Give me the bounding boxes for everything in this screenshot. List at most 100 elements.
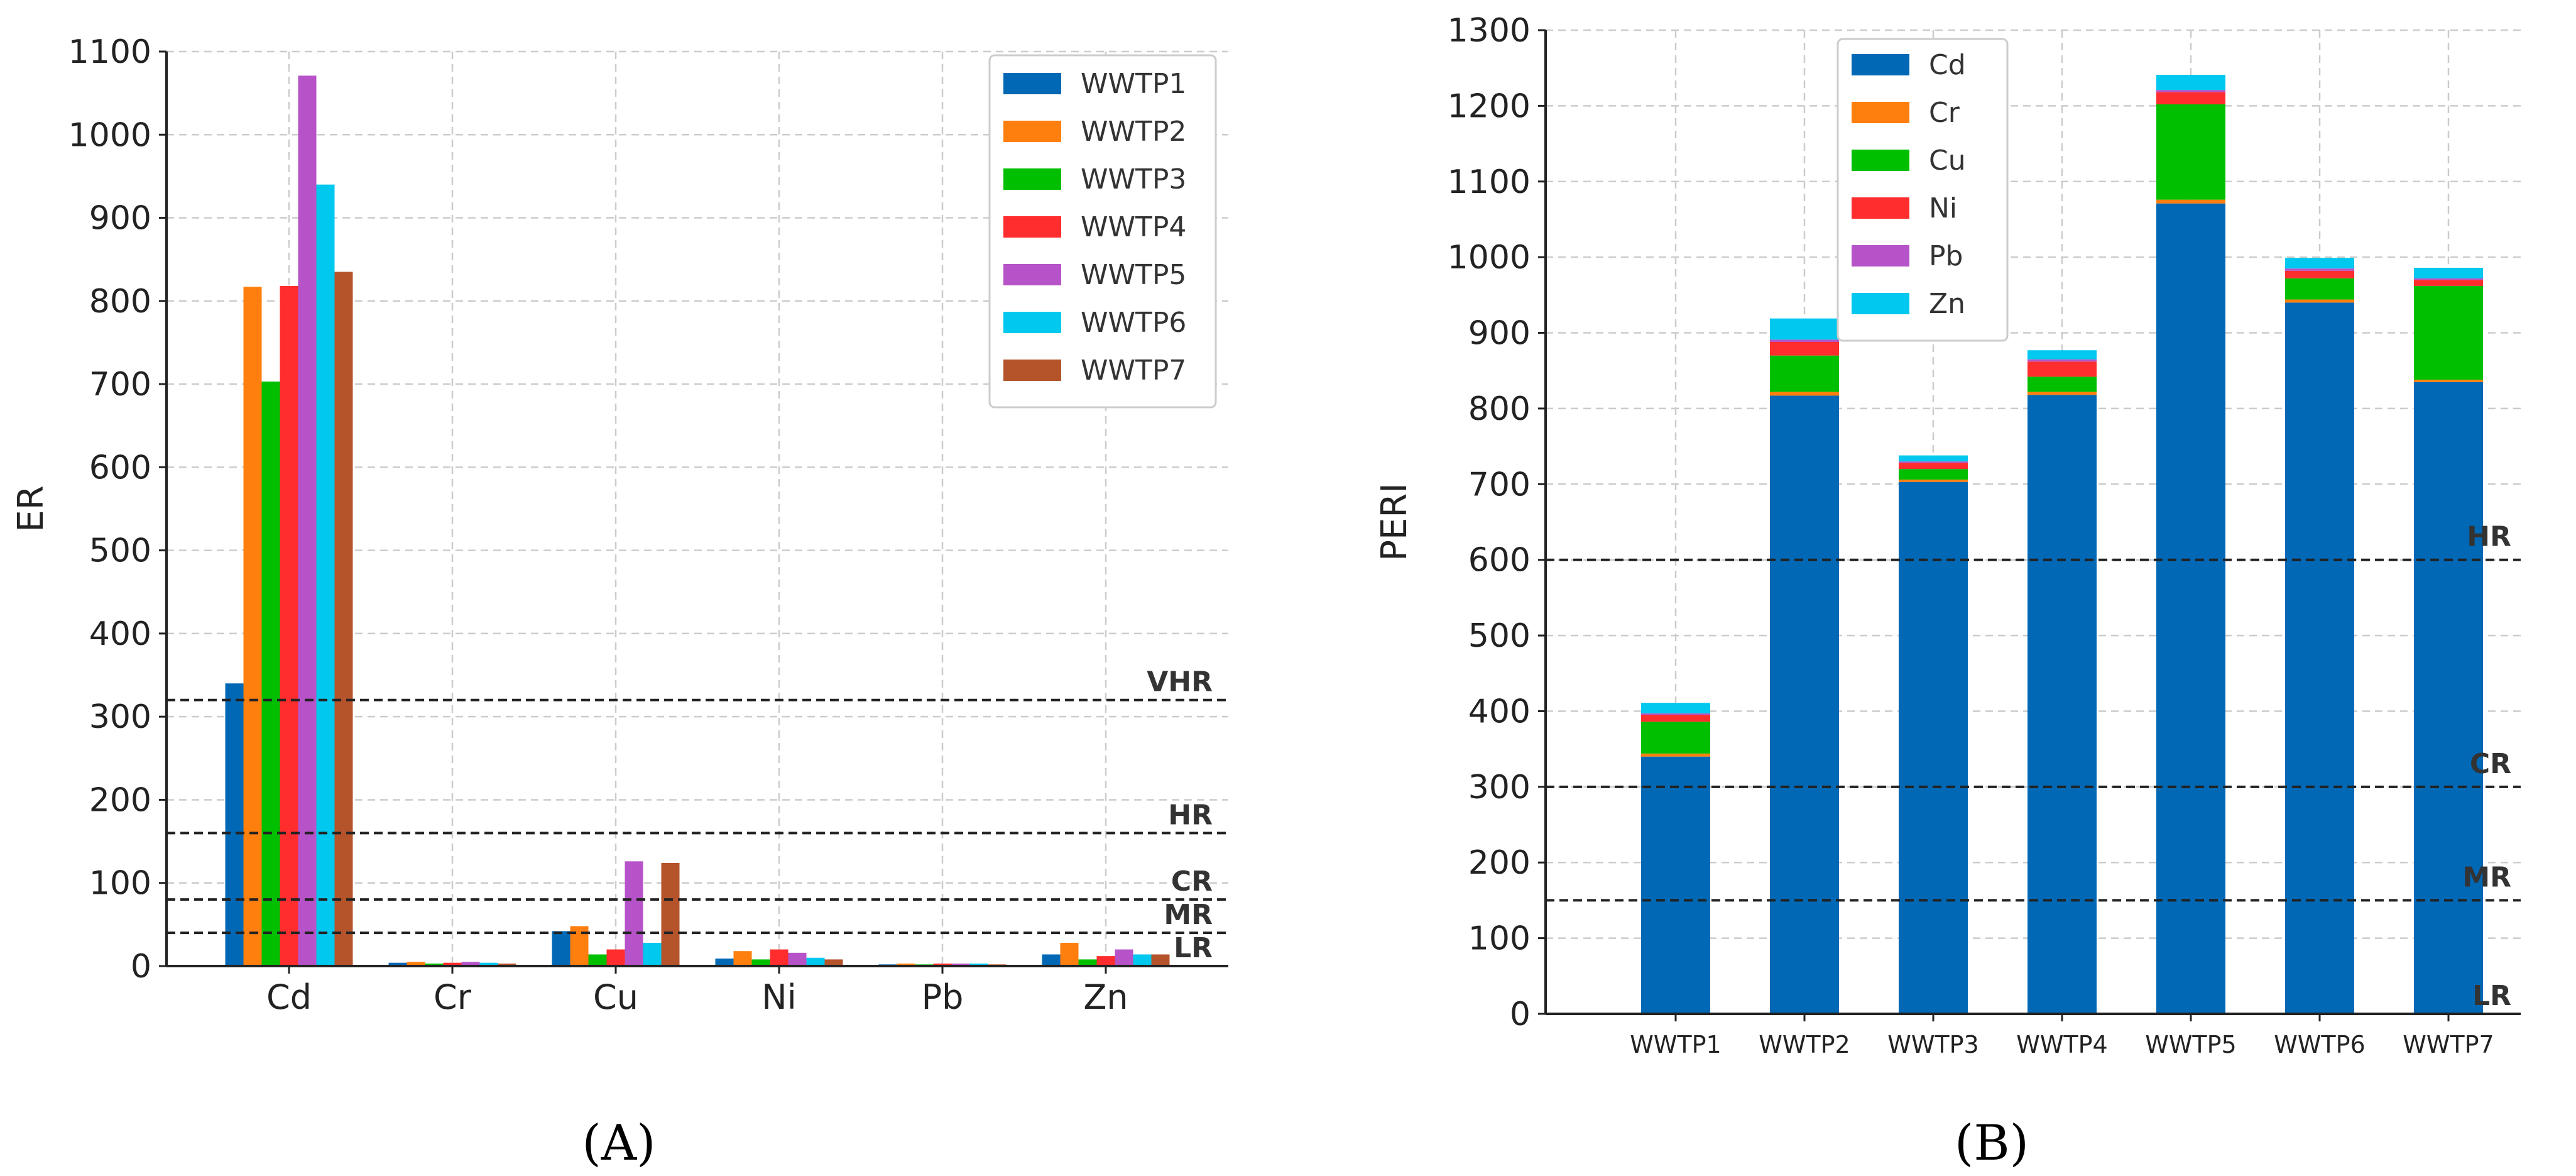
- bar-wwtp1-zn: [1042, 954, 1061, 966]
- x-tick-label-wwtp6: WWTP6: [2274, 1031, 2365, 1058]
- y-tick-label: 100: [1468, 920, 1531, 958]
- stack-wwtp7-cr: [2414, 380, 2483, 382]
- y-tick-label: 0: [131, 948, 151, 986]
- legend-swatch-ni: [1852, 197, 1909, 219]
- legend-label-wwtp3: WWTP3: [1081, 163, 1186, 195]
- legend-label-cd: Cd: [1929, 49, 1966, 81]
- bar-wwtp6-cd: [316, 184, 335, 966]
- panel-b-label: (B): [1955, 1115, 2029, 1172]
- bar-wwtp2-cr: [407, 962, 425, 966]
- stack-wwtp1-cd: [1641, 756, 1710, 1014]
- y-tick-label: 1100: [1448, 163, 1531, 201]
- legend-label-wwtp1: WWTP1: [1081, 68, 1186, 100]
- stack-wwtp7-pb: [2414, 278, 2483, 280]
- y-tick-label: 1100: [68, 33, 151, 71]
- x-tick-label-cd: Cd: [266, 977, 312, 1017]
- y-tick-label: 600: [1468, 542, 1531, 580]
- stack-wwtp4-cd: [2028, 395, 2097, 1014]
- stack-wwtp1-cr: [1641, 753, 1710, 757]
- stack-wwtp4-ni: [2028, 361, 2097, 377]
- y-tick-label: 400: [1468, 693, 1531, 730]
- y-axis-label: ER: [11, 485, 52, 532]
- y-tick-label: 800: [1468, 390, 1531, 428]
- bar-wwtp1-cd: [225, 683, 244, 966]
- x-tick-label-ni: Ni: [761, 977, 796, 1017]
- stack-wwtp6-pb: [2285, 268, 2354, 271]
- x-tick-label-wwtp4: WWTP4: [2016, 1031, 2107, 1058]
- legend-label-wwtp6: WWTP6: [1081, 307, 1186, 339]
- bar-wwtp5-cr: [461, 962, 480, 966]
- stack-wwtp5-cd: [2156, 203, 2225, 1014]
- x-tick-label-cu: Cu: [593, 977, 638, 1017]
- threshold-label-lr: LR: [1174, 932, 1213, 964]
- bar-wwtp3-cd: [261, 382, 280, 966]
- bar-wwtp1-cr: [388, 962, 407, 966]
- stack-wwtp1-pb: [1641, 713, 1710, 715]
- y-tick-label: 700: [1468, 466, 1531, 503]
- legend-label-wwtp5: WWTP5: [1081, 259, 1186, 291]
- legend-swatch-cu: [1852, 150, 1909, 171]
- legend-swatch-wwtp7: [1003, 360, 1061, 381]
- stack-wwtp2-zn: [1770, 318, 1839, 340]
- panel-a-chart: 0 100 200 300 400 500 600 700 800 900 1000 1100 VHR H…: [11, 33, 1228, 1017]
- stack-wwtp1-ni: [1641, 715, 1710, 722]
- stack-wwtp2-pb: [1770, 339, 1839, 342]
- y-axis-label: PERI: [1374, 483, 1415, 561]
- legend-label-wwtp7: WWTP7: [1081, 354, 1186, 387]
- bar-wwtp7-cu: [661, 862, 680, 966]
- bar-wwtp5-cu: [625, 861, 643, 966]
- stack-wwtp5-cu: [2156, 104, 2225, 200]
- bar-wwtp3-ni: [751, 959, 770, 966]
- legend-swatch-wwtp1: [1003, 73, 1061, 94]
- stack-wwtp4-zn: [2028, 350, 2097, 360]
- legend-label-wwtp2: WWTP2: [1081, 116, 1186, 148]
- y-tick-label: 500: [1468, 617, 1531, 655]
- stack-wwtp7-zn: [2414, 268, 2483, 278]
- stack-wwtp2-ni: [1770, 341, 1839, 356]
- y-tick-label: 900: [89, 200, 151, 238]
- bar-wwtp1-ni: [715, 959, 734, 966]
- legend-label-cu: Cu: [1929, 145, 1966, 177]
- y-tick-label: 800: [89, 283, 151, 321]
- bar-wwtp7-cd: [334, 272, 353, 967]
- legend-label-zn: Zn: [1929, 288, 1965, 320]
- stack-wwtp6-cu: [2285, 278, 2354, 300]
- stack-wwtp3-cd: [1899, 481, 1968, 1014]
- stack-wwtp4-cr: [2028, 392, 2097, 395]
- threshold-label-vhr: VHR: [1147, 666, 1213, 698]
- y-tick-label: 500: [89, 532, 151, 570]
- stack-wwtp3-pb: [1899, 461, 1968, 463]
- bar-wwtp4-cd: [280, 286, 298, 967]
- y-tick-label: 300: [89, 698, 151, 736]
- panel-b-chart: 0 100 200 300 400 500 600 700 800 900 1000 1100 1200…: [1374, 12, 2521, 1058]
- x-tick-label-wwtp5: WWTP5: [2145, 1031, 2236, 1058]
- panel-a-label: (A): [582, 1115, 655, 1172]
- y-tick-label: 700: [89, 366, 151, 404]
- x-tick-label-wwtp2: WWTP2: [1759, 1031, 1850, 1058]
- y-tick-label: 1000: [1448, 239, 1531, 277]
- legend-label-cr: Cr: [1929, 97, 1960, 129]
- stack-wwtp7-cd: [2414, 382, 2483, 1014]
- bar-wwtp1-cu: [552, 931, 570, 966]
- stack-wwtp5-pb: [2156, 90, 2225, 92]
- bar-wwtp5-ni: [788, 952, 807, 966]
- y-tick-label: 200: [1468, 844, 1531, 882]
- y-tick-label: 1200: [1448, 87, 1531, 125]
- y-tick-label: 1000: [68, 116, 151, 154]
- stack-wwtp6-ni: [2285, 270, 2354, 278]
- bar-wwtp4-zn: [1096, 956, 1115, 966]
- x-tick-label-cr: Cr: [434, 977, 472, 1017]
- legend-swatch-cr: [1852, 102, 1909, 123]
- stack-wwtp6-cd: [2285, 302, 2354, 1014]
- y-tick-label: 600: [89, 449, 151, 486]
- bar-wwtp3-cu: [588, 954, 607, 966]
- y-tick-label: 200: [89, 781, 151, 819]
- bar-wwtp5-cd: [298, 75, 317, 966]
- bar-wwtp6-cu: [643, 942, 662, 966]
- stack-wwtp7-cu: [2414, 285, 2483, 380]
- threshold-label-mr: MR: [2462, 861, 2511, 893]
- bar-wwtp7-ni: [824, 959, 843, 966]
- stack-wwtp3-ni: [1899, 463, 1968, 470]
- stack-wwtp2-cd: [1770, 395, 1839, 1014]
